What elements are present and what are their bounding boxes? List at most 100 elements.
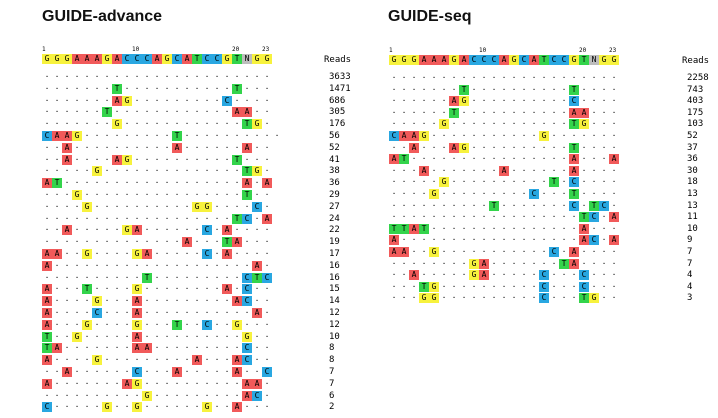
match-dot: · (154, 402, 160, 412)
match-dot: · (561, 73, 567, 82)
match-dot: · (541, 189, 547, 198)
mismatch-base: A (569, 258, 579, 269)
match-dot: · (154, 237, 160, 247)
match-dot: · (561, 212, 567, 222)
match-dot: · (114, 319, 120, 329)
match-dot: · (204, 83, 210, 93)
match-dot: · (431, 212, 437, 222)
match-dot: · (561, 293, 567, 303)
match-dot: · (551, 200, 557, 210)
match-dot: · (561, 107, 567, 117)
match-dot: · (501, 247, 507, 256)
ref-base: C (132, 54, 142, 64)
match-dot: · (551, 258, 557, 268)
match-dot: · (601, 270, 607, 280)
match-dot: · (244, 260, 250, 270)
match-dot: · (391, 73, 397, 82)
mismatch-base: T (569, 84, 579, 95)
match-dot: · (461, 281, 467, 291)
mismatch-base: T (172, 319, 182, 330)
match-dot: · (154, 83, 160, 93)
match-dot: · (511, 177, 517, 187)
mismatch-base: A (52, 249, 62, 259)
match-dot: · (481, 212, 487, 222)
match-dot: · (531, 223, 537, 233)
ref-base: C (559, 55, 569, 65)
match-dot: · (154, 260, 160, 270)
mismatch-base: C (252, 390, 262, 401)
match-dot: · (441, 154, 447, 164)
match-dot: · (74, 72, 80, 81)
match-dot: · (194, 178, 200, 188)
mismatch-base: A (609, 235, 619, 246)
mismatch-base: T (112, 83, 122, 94)
match-dot: · (194, 142, 200, 152)
match-dot: · (104, 343, 110, 353)
read-count: 52 (329, 142, 340, 153)
mismatch-base: G (92, 296, 102, 307)
mismatch-base: T (232, 154, 242, 165)
match-dot: · (184, 83, 190, 93)
match-dot: · (531, 107, 537, 117)
match-dot: · (104, 213, 110, 223)
match-dot: · (74, 166, 80, 176)
mismatch-base: C (599, 200, 609, 211)
mismatch-base: G (202, 201, 212, 212)
mismatch-base: C (579, 270, 589, 281)
match-dot: · (581, 189, 587, 198)
match-dot: · (84, 343, 90, 353)
match-dot: · (94, 72, 100, 81)
match-dot: · (591, 223, 597, 233)
match-dot: · (94, 378, 100, 388)
match-dot: · (264, 131, 270, 140)
match-dot: · (224, 355, 230, 365)
match-dot: · (64, 95, 70, 105)
read-count: 18 (687, 177, 698, 188)
match-dot: · (74, 142, 80, 152)
match-dot: · (254, 367, 260, 376)
match-dot: · (114, 72, 120, 81)
match-dot: · (431, 84, 437, 94)
match-dot: · (54, 296, 60, 306)
match-dot: · (264, 260, 270, 270)
match-dot: · (104, 331, 110, 341)
match-dot: · (551, 235, 557, 245)
match-dot: · (84, 213, 90, 223)
read-count: 2 (329, 402, 335, 413)
match-dot: · (234, 72, 240, 81)
ref-base: G (102, 54, 112, 64)
match-dot: · (531, 270, 537, 280)
match-dot: · (204, 95, 210, 105)
match-dot: · (94, 260, 100, 270)
match-dot: · (511, 258, 517, 268)
match-dot: · (194, 83, 200, 93)
match-dot: · (214, 190, 220, 199)
match-dot: · (471, 223, 477, 233)
match-dot: · (234, 390, 240, 400)
match-dot: · (104, 284, 110, 294)
match-dot: · (194, 272, 200, 282)
mismatch-base: G (132, 284, 142, 295)
match-dot: · (244, 154, 250, 164)
match-dot: · (521, 258, 527, 268)
match-dot: · (501, 270, 507, 280)
mismatch-base: A (449, 96, 459, 107)
match-dot: · (184, 331, 190, 341)
match-dot: · (601, 107, 607, 117)
match-dot: · (401, 281, 407, 291)
match-dot: · (184, 131, 190, 140)
match-dot: · (401, 107, 407, 117)
match-dot: · (411, 293, 417, 303)
match-dot: · (491, 165, 497, 175)
match-dot: · (84, 178, 90, 188)
match-dot: · (254, 154, 260, 164)
match-dot: · (214, 249, 220, 258)
match-dot: · (421, 270, 427, 280)
match-dot: · (154, 249, 160, 258)
mismatch-base: T (242, 119, 252, 130)
match-dot: · (611, 200, 617, 210)
match-dot: · (214, 166, 220, 176)
match-dot: · (84, 166, 90, 176)
match-dot: · (134, 201, 140, 211)
mismatch-base: G (72, 331, 82, 342)
